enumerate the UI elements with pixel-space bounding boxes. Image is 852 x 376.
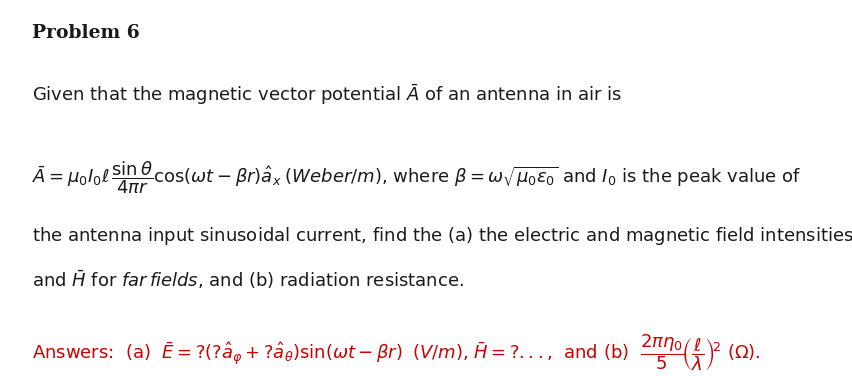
Text: Problem 6: Problem 6 (32, 24, 140, 42)
Text: the antenna input sinusoidal current, find the (a) the electric and magnetic fie: the antenna input sinusoidal current, fi… (32, 224, 852, 248)
Text: $\bar{A} = \mu_0 I_0 \ell\, \dfrac{\sin\theta}{4\pi r}\mathrm{cos}(\omega t - \b: $\bar{A} = \mu_0 I_0 \ell\, \dfrac{\sin\… (32, 160, 802, 196)
Text: Answers:  (a)  $\bar{E} = ?(?\hat{a}_{\varphi} + ?\hat{a}_{\theta})\sin(\omega t: Answers: (a) $\bar{E} = ?(?\hat{a}_{\var… (32, 333, 761, 373)
Text: and $\bar{H}$ for $\mathit{far\, fields}$, and (b) radiation resistance.: and $\bar{H}$ for $\mathit{far\, fields}… (32, 269, 464, 291)
Text: Given that the magnetic vector potential $\bar{A}$ of an antenna in air is: Given that the magnetic vector potential… (32, 83, 623, 107)
